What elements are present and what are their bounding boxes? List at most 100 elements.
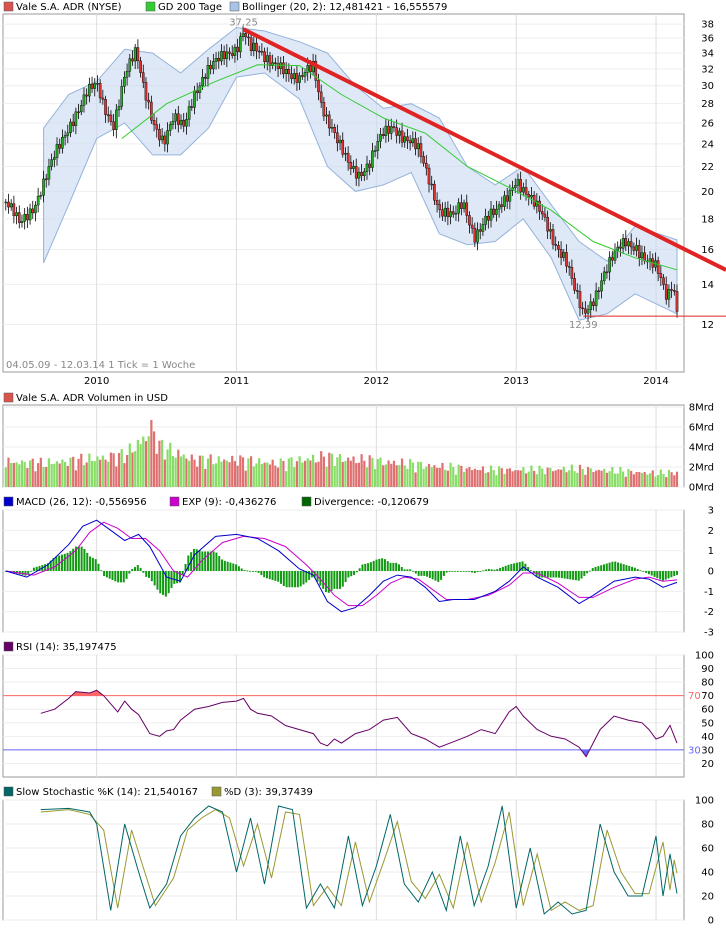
candle-body bbox=[656, 260, 660, 274]
divergence-bar bbox=[201, 551, 204, 571]
candle-body bbox=[53, 157, 56, 160]
candle-body bbox=[446, 207, 450, 218]
volume-bar bbox=[263, 462, 266, 487]
divergence-bar bbox=[322, 571, 325, 589]
divergence-bar bbox=[378, 558, 381, 571]
volume-bar bbox=[630, 470, 633, 487]
volume-bar bbox=[489, 465, 493, 487]
divergence-bar bbox=[226, 561, 229, 571]
volume-bar bbox=[15, 462, 18, 487]
divergence-bar bbox=[341, 571, 344, 587]
candle-body bbox=[354, 166, 358, 179]
candle-body bbox=[177, 113, 180, 125]
candle-body bbox=[147, 99, 150, 103]
stochastic-panel: 0 20 40 60 80 100 Slow Stochastic %K (14): 21… bbox=[2, 786, 714, 927]
candle-body bbox=[673, 290, 676, 292]
divergence-bar bbox=[395, 562, 398, 571]
candle-body bbox=[376, 141, 380, 151]
candle-body bbox=[98, 83, 102, 99]
candle-body bbox=[549, 229, 552, 232]
divergence-bar bbox=[355, 571, 358, 573]
candle-body bbox=[360, 171, 363, 176]
y-tick-label: 40 bbox=[701, 868, 714, 879]
candle-body bbox=[301, 75, 304, 77]
volume-bar bbox=[61, 459, 64, 487]
divergence-bar bbox=[97, 563, 100, 571]
candle-body bbox=[640, 252, 644, 259]
volume-bar bbox=[174, 457, 177, 487]
candle-body bbox=[484, 215, 487, 225]
divergence-bar bbox=[375, 559, 378, 571]
legend-macd: MACD (26, 12): -0,556956 bbox=[16, 497, 147, 508]
volume-bar bbox=[64, 461, 67, 487]
candle-body bbox=[50, 159, 53, 167]
divergence-bar bbox=[66, 552, 69, 571]
divergence-bar bbox=[285, 571, 288, 588]
volume-bar bbox=[559, 469, 563, 487]
divergence-bar bbox=[633, 567, 636, 571]
volume-bar bbox=[403, 465, 406, 487]
divergence-bar bbox=[324, 571, 327, 593]
divergence-bar bbox=[198, 550, 201, 571]
divergence-bar bbox=[361, 564, 364, 571]
candle-body bbox=[155, 124, 159, 130]
candle-body bbox=[179, 119, 183, 125]
candle-body bbox=[530, 194, 533, 198]
divergence-bar bbox=[204, 551, 207, 571]
divergence-bar bbox=[659, 571, 662, 580]
volume-bar bbox=[462, 472, 466, 487]
candle-body bbox=[34, 204, 37, 214]
candle-body bbox=[158, 128, 161, 141]
divergence-bar bbox=[178, 571, 181, 583]
legend-swatch-volume bbox=[3, 392, 14, 403]
price-x-ticks: 2010 2011 2012 2013 2014 bbox=[84, 376, 669, 387]
volume-bar bbox=[338, 454, 342, 487]
volume-bar bbox=[274, 465, 277, 487]
volume-bar bbox=[295, 461, 299, 487]
volume-bar bbox=[382, 465, 385, 487]
candle-body bbox=[635, 245, 638, 251]
volume-bar bbox=[249, 456, 253, 487]
divergence-bar bbox=[549, 571, 552, 578]
volume-bar bbox=[557, 469, 560, 487]
volume-bar bbox=[665, 477, 668, 487]
divergence-bar bbox=[271, 571, 274, 581]
divergence-bar bbox=[513, 563, 516, 571]
divergence-bar bbox=[656, 571, 659, 579]
volume-bar bbox=[39, 457, 42, 487]
volume-bar bbox=[47, 458, 51, 487]
volume-bar bbox=[586, 467, 590, 487]
volume-bar bbox=[541, 468, 544, 487]
candle-body bbox=[295, 73, 299, 83]
volume-bar bbox=[409, 458, 412, 487]
volume-bar bbox=[255, 463, 258, 487]
candle-body bbox=[309, 65, 312, 73]
divergence-bar bbox=[150, 571, 153, 582]
legend-swatch-stoch-k bbox=[3, 786, 14, 797]
divergence-bar bbox=[372, 560, 375, 571]
volume-bar bbox=[123, 463, 126, 487]
candle-body bbox=[381, 134, 385, 136]
volume-bar bbox=[152, 431, 156, 487]
volume-bar bbox=[206, 458, 210, 487]
divergence-bar bbox=[330, 571, 333, 591]
divergence-bar bbox=[476, 571, 479, 573]
divergence-bar bbox=[164, 571, 167, 597]
volume-bar bbox=[306, 458, 309, 487]
volume-bar bbox=[624, 476, 627, 487]
divergence-bar bbox=[414, 571, 417, 574]
candle-body bbox=[557, 245, 560, 250]
volume-bar bbox=[142, 436, 145, 487]
divergence-bar bbox=[369, 562, 372, 571]
volume-bar bbox=[675, 471, 679, 487]
volume-bar bbox=[66, 465, 69, 487]
divergence-bar bbox=[544, 571, 547, 578]
divergence-bar bbox=[30, 570, 33, 572]
volume-bar bbox=[422, 468, 425, 487]
divergence-bar bbox=[586, 571, 589, 574]
candle-body bbox=[589, 301, 593, 310]
legend-swatch-exp bbox=[169, 496, 180, 507]
candle-body bbox=[667, 289, 671, 300]
divergence-bar bbox=[642, 571, 645, 572]
